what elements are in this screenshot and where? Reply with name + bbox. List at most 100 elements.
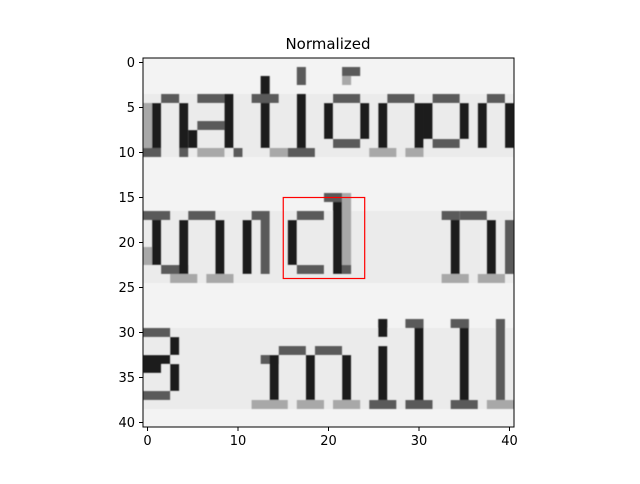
text-pixel (486, 94, 505, 103)
text-pixel (450, 319, 469, 328)
y-tick-label: 20 (118, 236, 135, 251)
y-tick-label: 30 (118, 326, 135, 341)
text-pixel (143, 211, 171, 220)
text-pixel (161, 94, 180, 103)
text-pixel (269, 148, 288, 157)
text-pixel (143, 328, 171, 337)
text-pixel (143, 391, 171, 400)
text-pixel (387, 94, 415, 103)
text-pixel (414, 103, 424, 148)
text-pixel (260, 220, 270, 274)
text-pixel (287, 148, 315, 157)
text-pixel (233, 148, 243, 157)
x-tick-label: 10 (230, 434, 247, 449)
text-pixel (197, 94, 225, 103)
text-pixel (143, 355, 171, 364)
text-pixel (170, 337, 180, 355)
text-pixel (450, 220, 460, 274)
text-pixel (170, 274, 198, 283)
text-pixel (296, 94, 306, 148)
text-pixel (161, 265, 189, 274)
text-pixel (179, 220, 189, 274)
text-pixel (378, 319, 388, 337)
text-pixel (504, 103, 514, 148)
text-pixel (405, 319, 424, 328)
text-pixel (477, 274, 505, 283)
text-pixel (342, 76, 352, 85)
text-pixel (323, 103, 334, 139)
text-pixel (423, 103, 433, 139)
text-line-band (143, 328, 514, 409)
text-pixel (305, 355, 315, 409)
text-pixel (369, 400, 397, 409)
x-tick-label: 0 (143, 434, 151, 449)
text-pixel (197, 121, 225, 130)
highlight-box (282, 196, 366, 280)
text-pixel (342, 355, 352, 409)
text-pixel (405, 400, 433, 409)
text-pixel (342, 265, 352, 274)
x-tick-label: 40 (501, 434, 518, 449)
y-tick-label: 40 (118, 416, 135, 431)
text-pixel (369, 148, 397, 157)
text-pixel (360, 103, 370, 139)
text-pixel (414, 319, 424, 400)
text-pixel (296, 265, 324, 274)
text-pixel (495, 319, 505, 400)
text-pixel (333, 139, 361, 148)
text-pixel (432, 139, 460, 148)
text-pixel (152, 220, 162, 265)
x-axis: 0 10 20 30 40 (143, 427, 518, 449)
text-pixel (459, 103, 469, 139)
text-pixel (459, 211, 487, 220)
text-pixel (152, 103, 162, 148)
text-pixel (342, 67, 361, 76)
text-pixel (342, 193, 352, 274)
text-pixel (333, 94, 361, 103)
text-pixel (242, 220, 252, 274)
text-pixel (378, 346, 388, 400)
text-pixel (206, 274, 234, 283)
y-tick-label: 5 (127, 101, 135, 116)
x-tick-label: 30 (411, 434, 428, 449)
text-pixel (143, 103, 153, 148)
text-pixel (504, 220, 514, 274)
x-tick-label: 20 (320, 434, 337, 449)
text-pixel (188, 130, 198, 148)
text-pixel (405, 148, 424, 157)
text-pixel (251, 211, 270, 220)
y-tick-label: 0 (127, 56, 135, 71)
text-pixel (477, 103, 487, 148)
text-pixel (179, 148, 189, 157)
text-pixel (143, 148, 162, 157)
text-pixel (143, 247, 153, 265)
chart-title: Normalized (285, 35, 370, 53)
text-pixel (251, 94, 279, 103)
text-pixel (179, 103, 189, 148)
text-pixel (188, 211, 216, 220)
y-axis: 0 5 10 15 20 25 30 35 40 (118, 56, 143, 431)
text-pixel (224, 94, 234, 148)
text-pixel (333, 400, 361, 409)
text-pixel (170, 364, 180, 391)
text-pixel (486, 400, 514, 409)
text-pixel (260, 76, 270, 148)
text-pixel (296, 400, 324, 409)
text-pixel (333, 193, 343, 274)
text-pixel (378, 103, 388, 148)
y-tick-label: 25 (118, 281, 135, 296)
text-pixel (143, 364, 162, 373)
text-pixel (314, 346, 343, 355)
y-tick-label: 35 (118, 371, 135, 386)
text-pixel (287, 220, 297, 265)
text-pixel (251, 400, 288, 409)
y-tick-label: 15 (118, 191, 135, 206)
text-pixel (441, 211, 460, 220)
text-pixel (296, 67, 306, 85)
text-pixel (197, 148, 225, 157)
text-pixel (269, 355, 279, 409)
y-tick-label: 10 (118, 146, 135, 161)
text-pixel (486, 220, 496, 274)
